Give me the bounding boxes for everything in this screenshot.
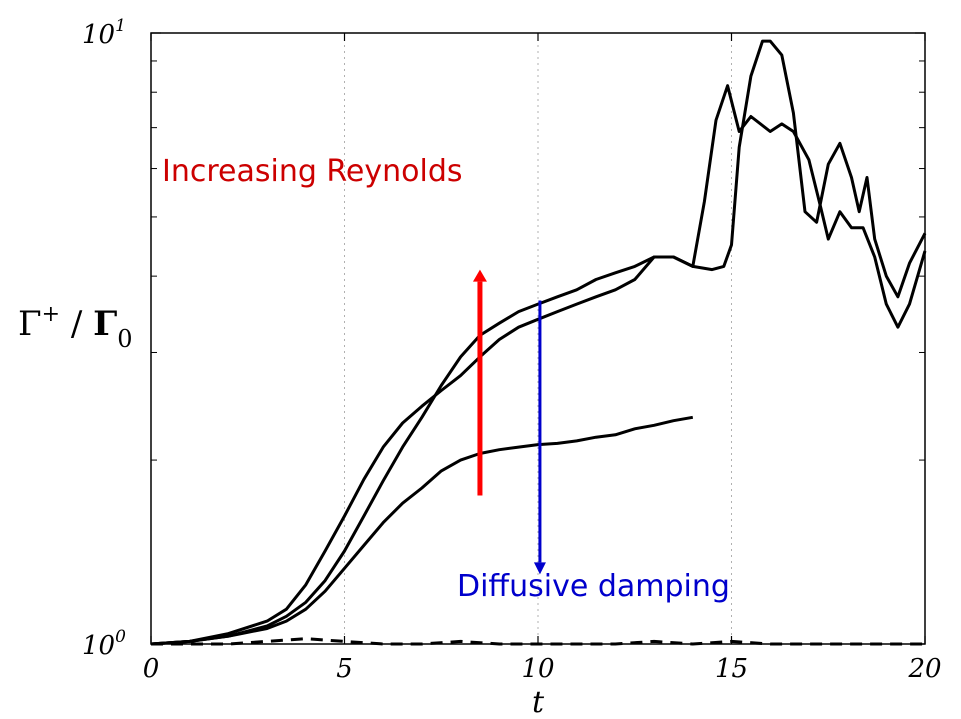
y-tick-base: 10 — [82, 631, 115, 661]
y-label-sup: + — [42, 302, 60, 327]
y-tick-exponent: 1 — [115, 16, 126, 36]
y-label-main: Γ — [18, 304, 42, 344]
y-label-den: Γ — [93, 304, 117, 344]
y-tick-label: 100 — [82, 627, 126, 661]
axis-ticks — [150, 32, 926, 645]
y-tick-base: 10 — [82, 20, 115, 50]
y-axis-label: Γ+ / Γ0 — [18, 302, 133, 353]
vertical-grid — [344, 33, 732, 644]
series-group — [150, 39, 927, 646]
series-line-1 — [150, 39, 927, 646]
increasing-reynolds-arrowhead — [472, 269, 487, 282]
y-label-sub: 0 — [117, 325, 132, 353]
series-line-3 — [150, 415, 694, 646]
annotations: Increasing Reynolds Diffusive damping — [162, 154, 730, 604]
diffusive-damping-label: Diffusive damping — [457, 569, 730, 604]
y-tick-label: 101 — [82, 16, 126, 50]
x-axis-label: t — [532, 685, 545, 719]
x-tick-label: 5 — [336, 654, 353, 684]
diffusive-damping-arrowhead — [533, 562, 546, 575]
series-line-2 — [150, 84, 927, 646]
x-tick-label: 15 — [715, 654, 748, 684]
x-tick-label: 0 — [143, 654, 160, 684]
x-tick-label: 20 — [907, 654, 941, 684]
y-tick-exponent: 0 — [115, 627, 126, 647]
x-tick-label: 10 — [521, 654, 554, 684]
x-tick-labels: 0 5 10 15 20 — [143, 654, 942, 684]
increasing-reynolds-label: Increasing Reynolds — [162, 154, 463, 189]
y-label-sep: / — [60, 304, 93, 344]
